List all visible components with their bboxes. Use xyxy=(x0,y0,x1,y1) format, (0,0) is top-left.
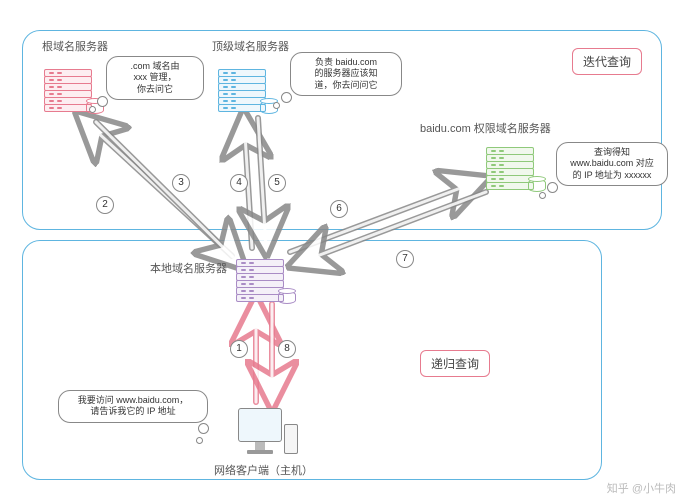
step-7: 7 xyxy=(396,250,414,268)
region-recursive-label: 递归查询 xyxy=(420,350,490,377)
local-server xyxy=(236,252,298,302)
client-label: 网络客户端（主机） xyxy=(214,462,313,478)
step-2: 2 xyxy=(96,196,114,214)
region-recursive xyxy=(22,240,602,480)
local-server-label: 本地域名服务器 xyxy=(150,260,227,276)
step-4: 4 xyxy=(230,174,248,192)
tld-server xyxy=(218,62,280,112)
step-8: 8 xyxy=(278,340,296,358)
cloud-auth: 查询得知www.baidu.com 对应的 IP 地址为 xxxxxx xyxy=(556,142,668,186)
auth-server-label: baidu.com 权限域名服务器 xyxy=(420,120,551,136)
root-server-label: 根域名服务器 xyxy=(42,38,108,54)
root-server xyxy=(44,62,106,112)
region-iterative-label: 迭代查询 xyxy=(572,48,642,75)
cloud-client: 我要访问 www.baidu.com，请告诉我它的 IP 地址 xyxy=(58,390,208,423)
step-6: 6 xyxy=(330,200,348,218)
client-host xyxy=(238,408,282,454)
watermark: 知乎 @小牛肉 xyxy=(607,480,676,496)
step-5: 5 xyxy=(268,174,286,192)
cloud-tld: 负责 baidu.com的服务器应该知道，你去问问它 xyxy=(290,52,402,96)
auth-server xyxy=(486,140,548,190)
cloud-root: .com 域名由xxx 管理，你去问它 xyxy=(106,56,204,100)
tld-server-label: 顶级域名服务器 xyxy=(212,38,289,54)
step-1: 1 xyxy=(230,340,248,358)
step-3: 3 xyxy=(172,174,190,192)
